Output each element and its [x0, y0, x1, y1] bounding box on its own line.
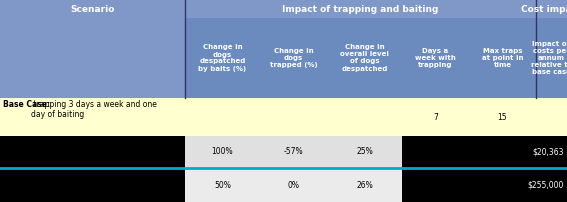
Text: Impact on
costs per
annum
relative to
base case: Impact on costs per annum relative to ba… [531, 41, 567, 75]
Bar [185, 18, 260, 98]
Text: Change in
dogs
despatched
by baits (%): Change in dogs despatched by baits (%) [198, 44, 247, 72]
Text: 7: 7 [433, 113, 438, 121]
Text: 25%: 25% [356, 147, 373, 157]
Text: Change in
dogs
trapped (%): Change in dogs trapped (%) [270, 48, 318, 68]
Bar [260, 18, 327, 98]
Bar [0, 168, 185, 202]
Text: Change in
overall level
of dogs
despatched: Change in overall level of dogs despatch… [340, 44, 389, 72]
Bar [0, 98, 567, 136]
Bar [185, 136, 402, 168]
Text: 26%: 26% [356, 181, 373, 189]
Bar [402, 168, 536, 202]
Text: 100%: 100% [211, 147, 233, 157]
Bar [536, 0, 567, 18]
Text: $255,000: $255,000 [528, 181, 564, 189]
Bar [0, 0, 185, 18]
Text: $20,363: $20,363 [532, 147, 564, 157]
Bar [536, 136, 567, 168]
Text: Impact of trapping and baiting: Impact of trapping and baiting [282, 4, 439, 14]
Text: Max traps
at point in
time: Max traps at point in time [482, 48, 523, 68]
Text: Days a
week with
trapping: Days a week with trapping [415, 48, 456, 68]
Bar [536, 168, 567, 202]
Text: 0%: 0% [287, 181, 299, 189]
Text: Scenario: Scenario [70, 4, 115, 14]
Bar [402, 136, 536, 168]
Bar [0, 18, 185, 98]
Bar [0, 136, 185, 168]
Bar [327, 18, 402, 98]
Text: Cost impact: Cost impact [521, 4, 567, 14]
Text: trapping 3 days a week and one
day of baiting: trapping 3 days a week and one day of ba… [31, 100, 157, 119]
Text: Base Case:: Base Case: [3, 100, 50, 109]
Text: -57%: -57% [284, 147, 303, 157]
Bar [469, 18, 536, 98]
Bar [402, 18, 469, 98]
Bar [536, 18, 567, 98]
Bar [185, 168, 402, 202]
Text: 50%: 50% [214, 181, 231, 189]
Bar [185, 0, 536, 18]
Text: 15: 15 [498, 113, 507, 121]
